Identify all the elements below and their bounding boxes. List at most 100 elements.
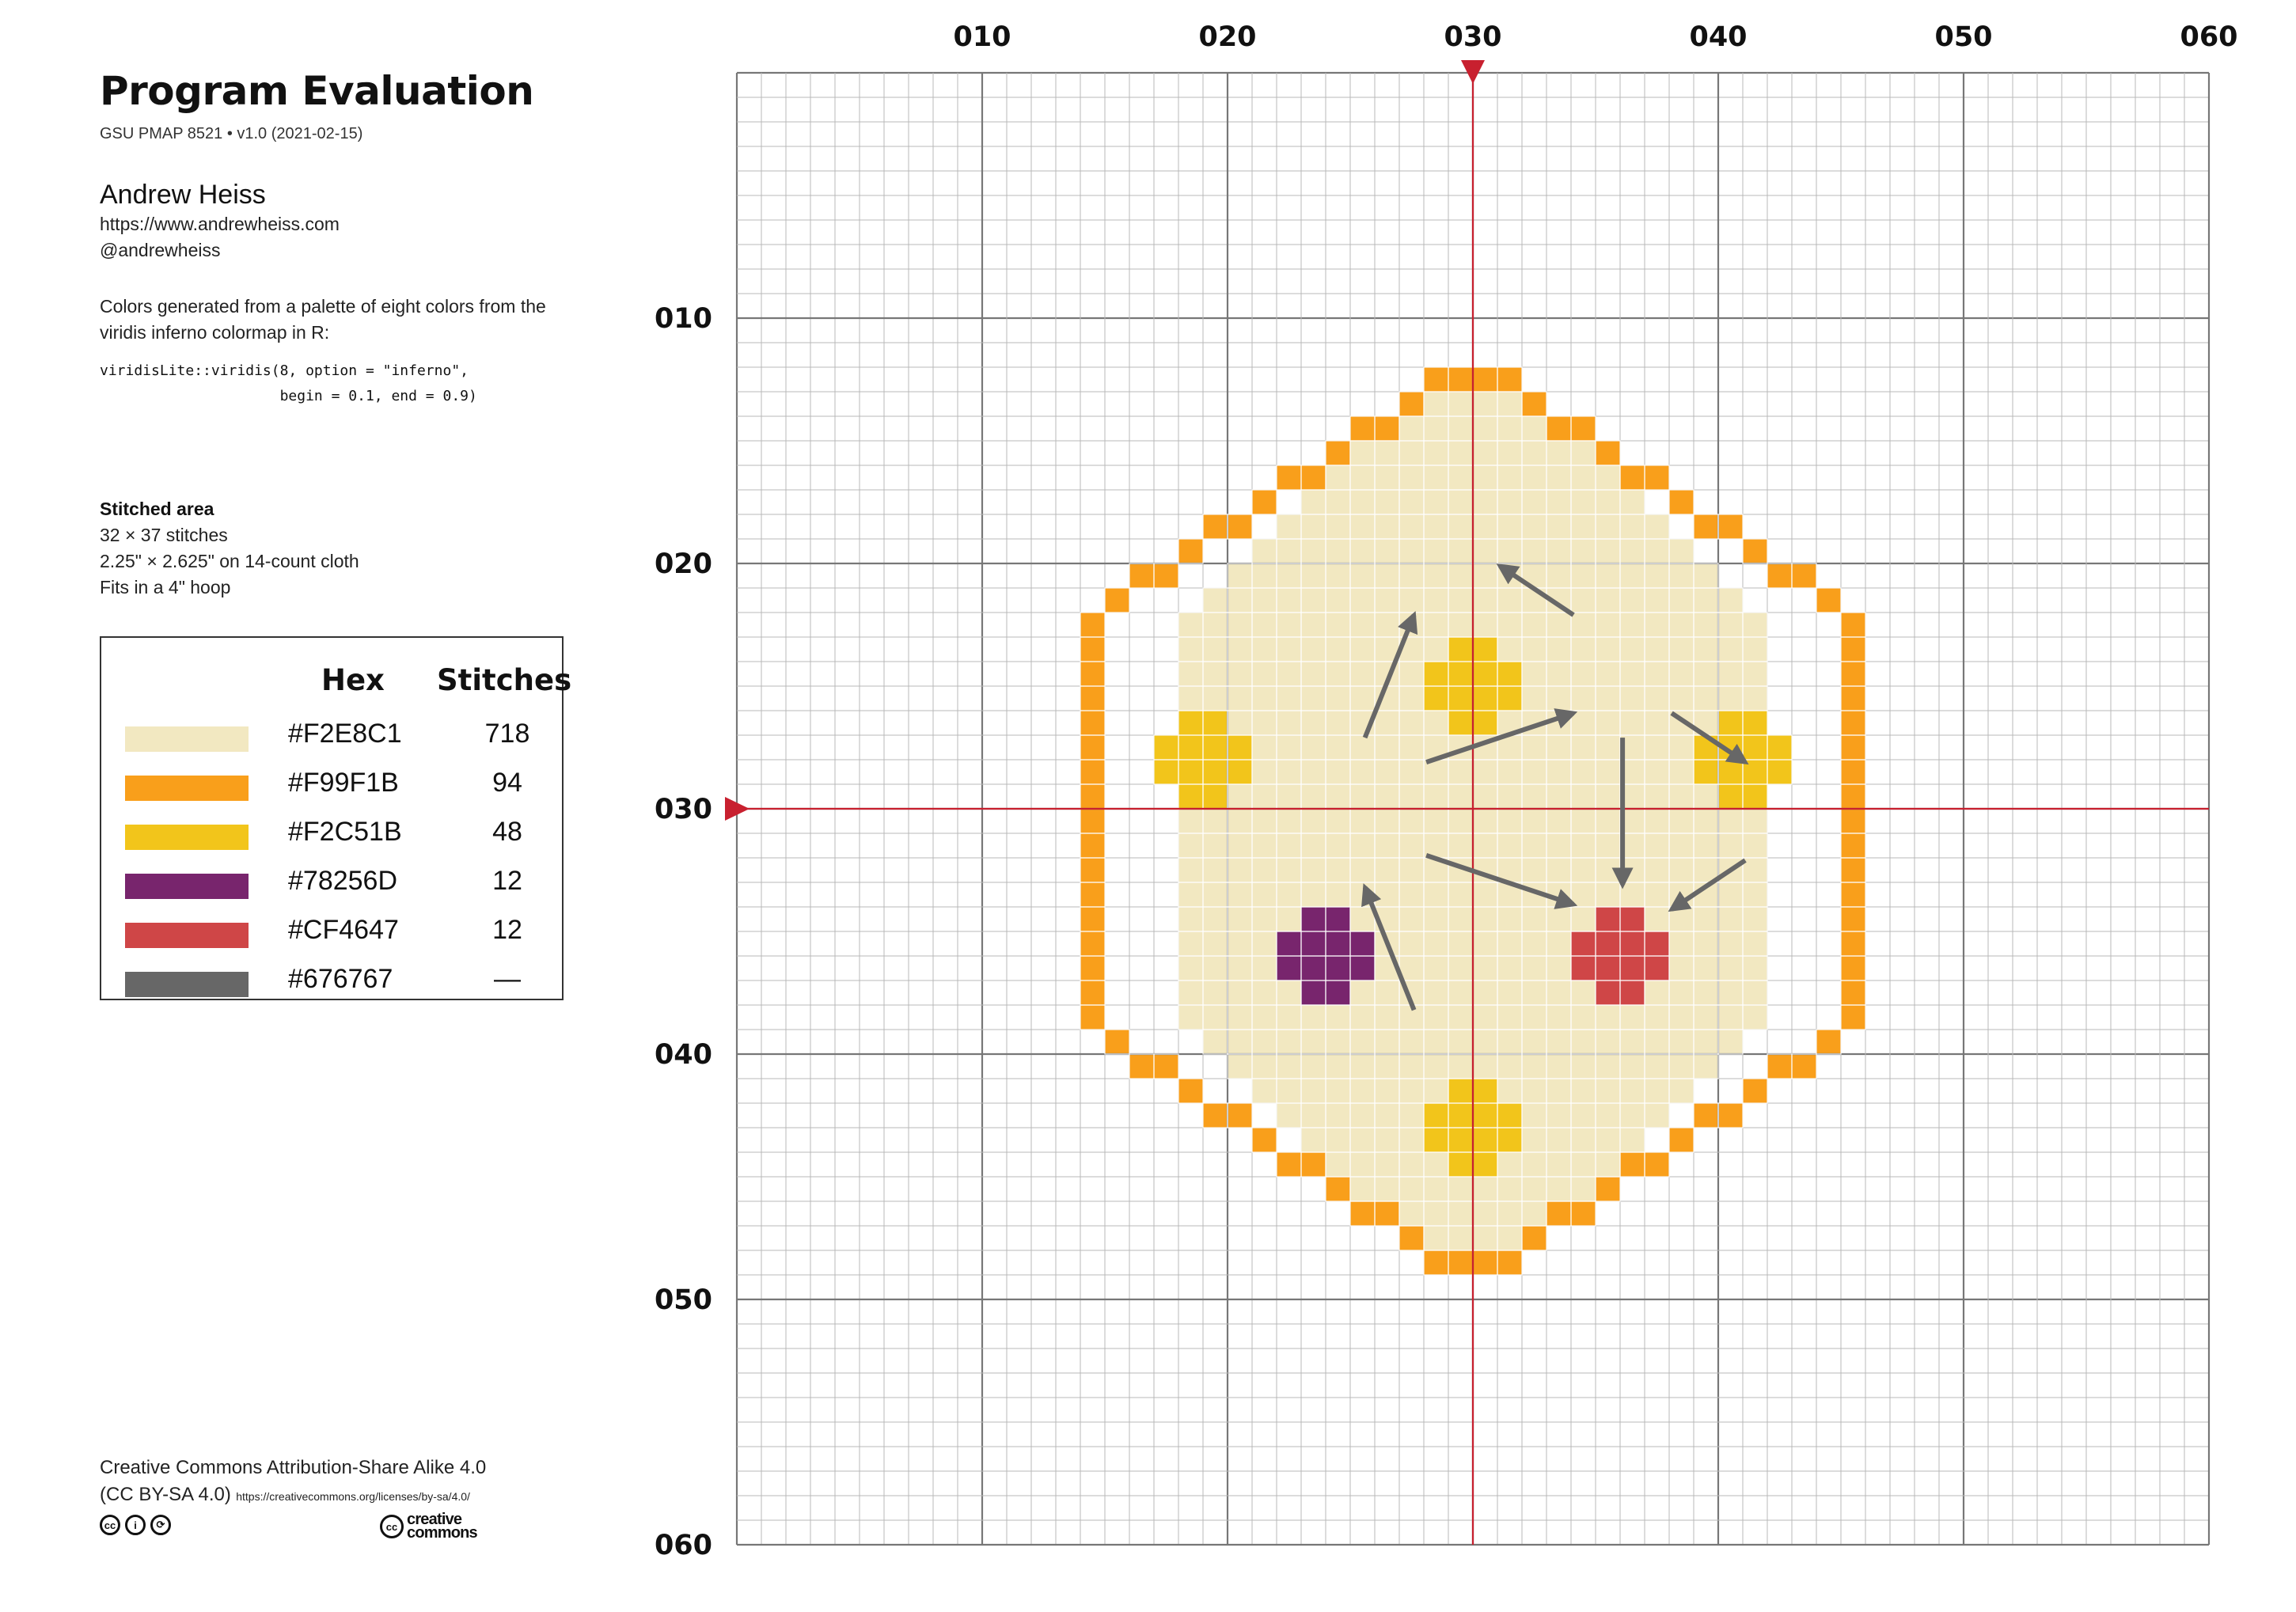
stitch-cell bbox=[1448, 490, 1473, 514]
stitch-cell bbox=[1743, 907, 1767, 931]
stitch-cell bbox=[1571, 588, 1596, 613]
stitch-cell bbox=[1326, 1005, 1350, 1030]
stitch-cell bbox=[1473, 392, 1497, 416]
license-url[interactable]: https://creativecommons.org/licenses/by-… bbox=[236, 1490, 470, 1503]
stitch-cell bbox=[1448, 1005, 1473, 1030]
stitch-cell bbox=[1178, 613, 1203, 637]
stitch-cell bbox=[1645, 1103, 1669, 1128]
stitch-cell bbox=[1596, 1030, 1620, 1054]
stitch-cell bbox=[1669, 980, 1694, 1005]
stitch-cell bbox=[1620, 539, 1645, 563]
author-website[interactable]: https://www.andrewheiss.com bbox=[100, 214, 340, 234]
stitch-cell bbox=[1203, 956, 1228, 980]
stitch-cell bbox=[1694, 637, 1718, 662]
stitch-cell bbox=[1522, 1152, 1546, 1177]
stitch-cell bbox=[1178, 539, 1203, 563]
stitch-cell bbox=[1816, 1030, 1841, 1054]
stitch-cell bbox=[1743, 833, 1767, 858]
page-title: Program Evaluation bbox=[100, 68, 534, 114]
y-tick-label: 020 bbox=[655, 548, 712, 580]
stitch-cell bbox=[1252, 907, 1277, 931]
stitch-cell bbox=[1228, 833, 1252, 858]
stitch-cell bbox=[1277, 465, 1301, 490]
stitch-cell bbox=[1277, 760, 1301, 784]
stitch-cell bbox=[1277, 956, 1301, 980]
stitch-cell bbox=[1473, 833, 1497, 858]
stitch-cell bbox=[1473, 1030, 1497, 1054]
stitch-cell-outline bbox=[1816, 587, 1842, 613]
stitch-cell bbox=[1571, 907, 1596, 931]
stitch-cell bbox=[1522, 1030, 1546, 1054]
stitch-cell bbox=[1252, 784, 1277, 809]
stitch-cell bbox=[1203, 613, 1228, 637]
stitch-cell bbox=[1228, 662, 1252, 686]
stitch-cell bbox=[1743, 858, 1767, 882]
stitch-cell bbox=[1375, 882, 1399, 907]
stitch-cell-outline bbox=[1668, 489, 1694, 515]
stitch-cell bbox=[1596, 465, 1620, 490]
arrow bbox=[1670, 711, 1749, 765]
stitch-cell bbox=[1694, 980, 1718, 1005]
stitch-cell bbox=[1620, 956, 1645, 980]
stitch-cell bbox=[1743, 539, 1767, 563]
stitch-cell bbox=[1546, 907, 1571, 931]
stitch-cell bbox=[1448, 1177, 1473, 1201]
stitch-cell bbox=[1178, 686, 1203, 711]
stitch-cell bbox=[1546, 1054, 1571, 1079]
stitch-cell bbox=[1718, 662, 1743, 686]
stitch-cell bbox=[1669, 1054, 1694, 1079]
author-handle: @andrewheiss bbox=[100, 240, 221, 260]
info-panel: Program Evaluation GSU PMAP 8521 • v1.0 … bbox=[100, 63, 590, 601]
stitch-cell bbox=[1326, 1152, 1350, 1177]
stitch-cell bbox=[1350, 1005, 1375, 1030]
stitch-cell bbox=[1596, 931, 1620, 956]
stitch-cell bbox=[1645, 1005, 1669, 1030]
stitch-cell bbox=[1596, 662, 1620, 686]
stitch-cell bbox=[1080, 858, 1105, 882]
stitch-cell bbox=[1178, 784, 1203, 809]
stitch-cell bbox=[1399, 858, 1424, 882]
legend-row: #F2E8C1 718 bbox=[101, 714, 562, 763]
stitch-cell bbox=[1424, 465, 1448, 490]
legend-hex: #CF4647 bbox=[288, 915, 399, 945]
stitch-cell bbox=[1424, 563, 1448, 588]
stitch-cell bbox=[1669, 686, 1694, 711]
stitch-cell bbox=[1448, 1226, 1473, 1250]
stitch-cell bbox=[1497, 1250, 1522, 1275]
stitch-cell bbox=[1129, 1054, 1154, 1079]
stitch-cell bbox=[1301, 1103, 1326, 1128]
stitch-cell bbox=[1203, 784, 1228, 809]
stitch-cell bbox=[1473, 1201, 1497, 1226]
stitch-cell bbox=[1546, 1079, 1571, 1103]
stitch-cell-outline bbox=[1227, 1102, 1253, 1128]
stitch-cell-outline bbox=[1104, 1029, 1130, 1055]
color-legend: Hex Stitches #F2E8C1 718 #F99F1B 94 #F2C51B 4… bbox=[100, 636, 571, 1000]
stitch-cell bbox=[1596, 735, 1620, 760]
stitch-cell bbox=[1546, 441, 1571, 465]
stitch-cell bbox=[1424, 1054, 1448, 1079]
stitch-cell bbox=[1178, 760, 1203, 784]
stitch-cell-outline bbox=[1644, 1151, 1670, 1178]
stitch-cell bbox=[1767, 735, 1792, 760]
stitch-cell bbox=[1252, 613, 1277, 637]
stitch-cell bbox=[1252, 588, 1277, 613]
stitch-cell bbox=[1350, 490, 1375, 514]
stitch-cell bbox=[1228, 613, 1252, 637]
stitch-cell bbox=[1252, 1128, 1277, 1152]
stitch-cell-outline bbox=[1251, 1127, 1277, 1153]
stitch-cell bbox=[1448, 686, 1473, 711]
stitch-cell bbox=[1105, 588, 1129, 613]
stitch-cell bbox=[1448, 514, 1473, 539]
stitch-cell-outline bbox=[1521, 1225, 1547, 1251]
stitch-cell bbox=[1497, 784, 1522, 809]
stitch-cell bbox=[1522, 956, 1546, 980]
stitch-cell bbox=[1178, 931, 1203, 956]
stitch-cell bbox=[1424, 1103, 1448, 1128]
stitch-cell bbox=[1326, 907, 1350, 931]
stitch-cell bbox=[1596, 1054, 1620, 1079]
stitch-cell-outline bbox=[1251, 489, 1277, 515]
stitch-cell bbox=[1497, 465, 1522, 490]
stitch-cell bbox=[1448, 1103, 1473, 1128]
stitch-cell bbox=[1252, 735, 1277, 760]
stitch-cell bbox=[1718, 1005, 1743, 1030]
